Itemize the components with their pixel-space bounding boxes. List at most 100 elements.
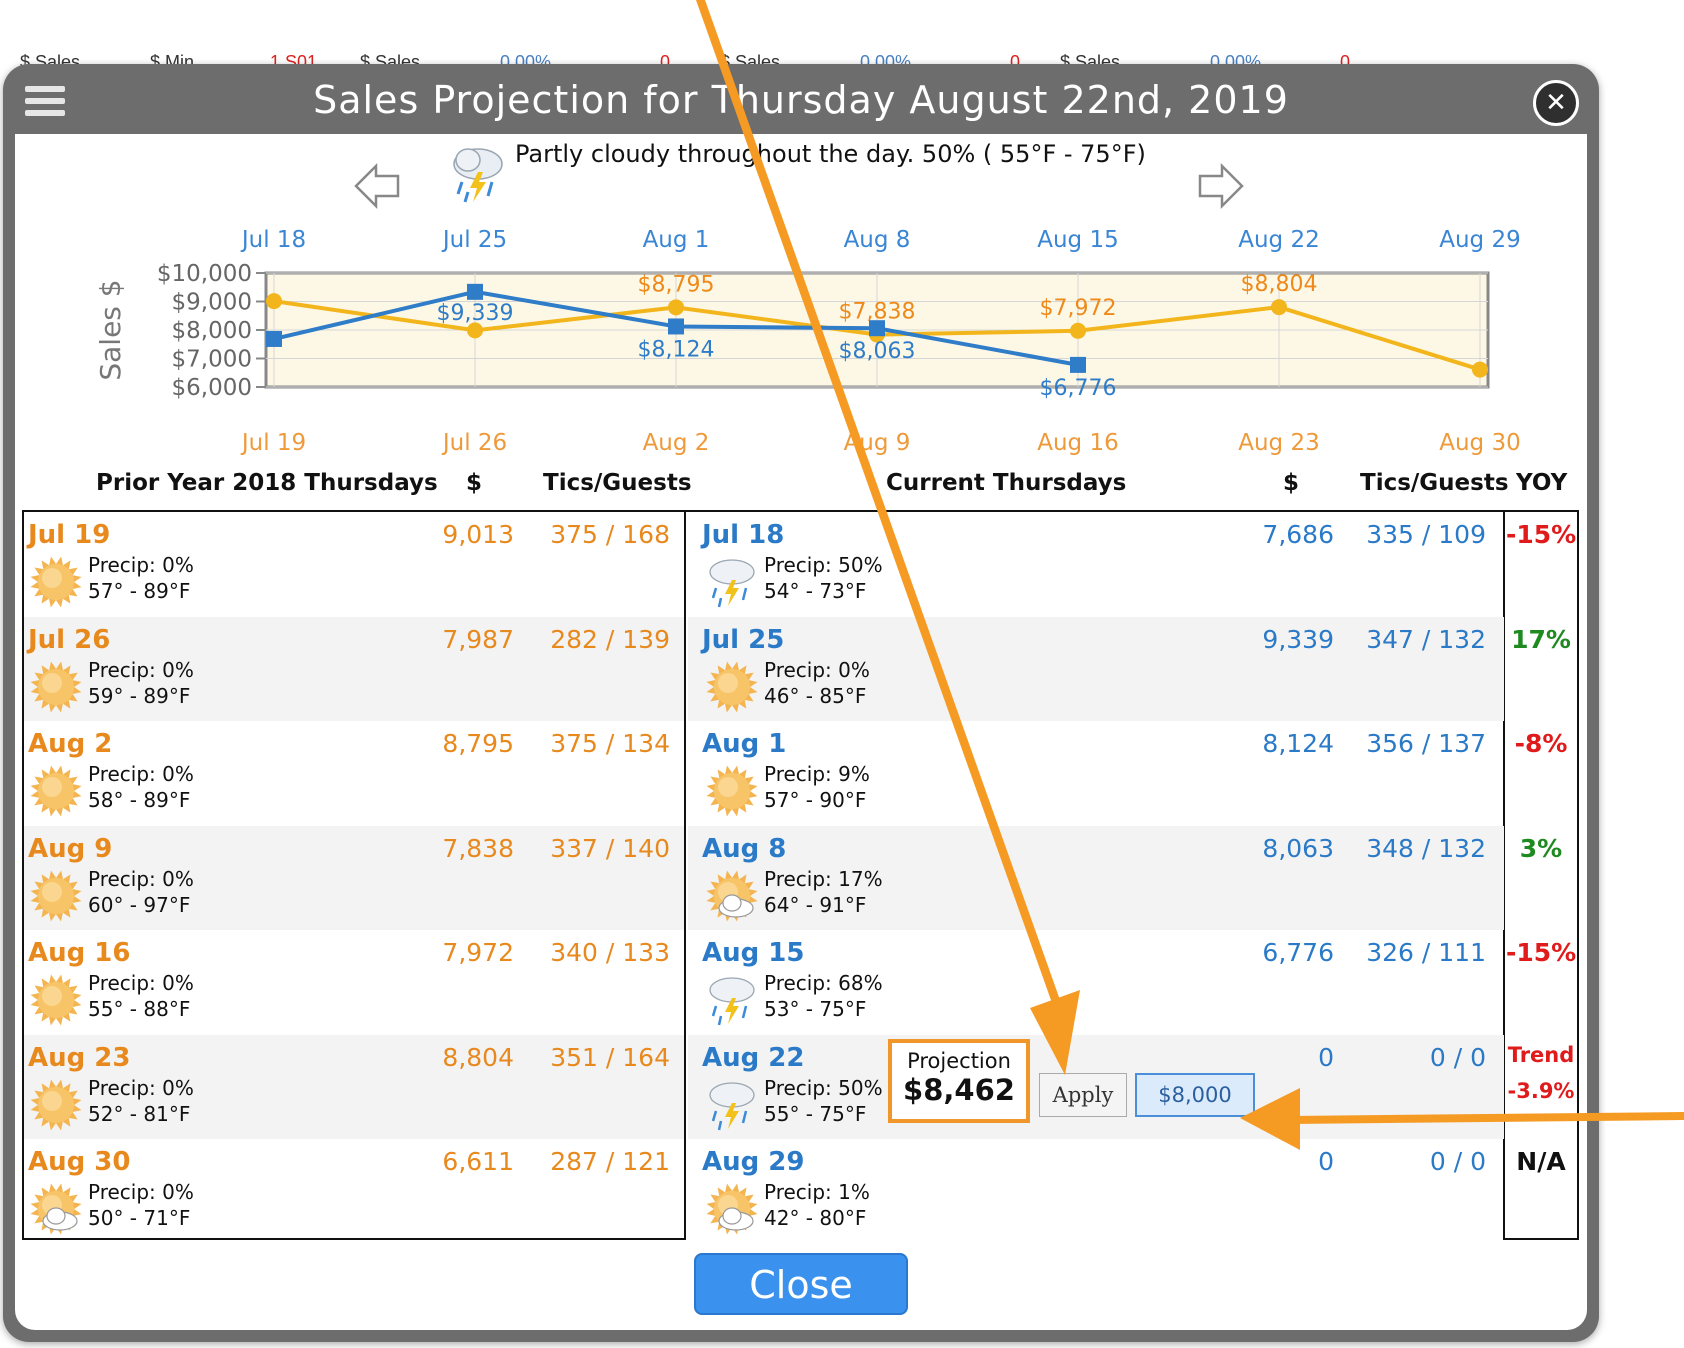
partly-cloudy-icon <box>706 869 758 922</box>
prior-row-sales: 7,838 <box>442 833 514 863</box>
projection-input[interactable]: $8,000 <box>1135 1073 1255 1117</box>
prior-table-row: Aug 2 8,795 375 / 134 Precip: 0% 58° - 89°F <box>24 721 684 826</box>
prior-row-tics: 282 / 139 <box>550 624 670 654</box>
sales-line-chart: $10,000 $9,000$8,000 $7,000$6,000 Jul 18 Jul… <box>94 227 1521 456</box>
prior-row-weather: Precip: 0% 58° - 89°F <box>88 761 194 813</box>
apply-button[interactable]: Apply <box>1039 1073 1127 1117</box>
current-row-tics: 326 / 111 <box>1366 938 1486 967</box>
prior-row-temp: 55° - 88°F <box>88 997 191 1021</box>
yoy-header: YOY <box>1516 470 1568 496</box>
prior-table-row: Jul 19 9,013 375 / 168 Precip: 0% 57° - 89°F <box>24 512 684 617</box>
prior-row-weather: Precip: 0% 59° - 89°F <box>88 657 194 709</box>
x-bottom-label: Aug 16 <box>1037 430 1119 456</box>
projection-box: Projection $8,462 <box>888 1039 1030 1123</box>
prior-row-sales: 8,795 <box>442 729 514 758</box>
yoy-value: 17% <box>1511 624 1571 654</box>
prior-row-weather: Precip: 0% 60° - 97°F <box>88 866 194 918</box>
prior-row-tics: 337 / 140 <box>550 833 670 863</box>
current-row-date: Aug 22 <box>702 1042 805 1073</box>
sun-icon <box>30 765 82 817</box>
prior-row-date: Aug 16 <box>28 938 131 968</box>
current-row-precip: Precip: 68% <box>764 971 883 995</box>
current-row-sales: 0 <box>1318 1147 1334 1176</box>
prior-year-point <box>266 293 282 310</box>
prior-dollar-header: $ <box>466 470 483 496</box>
current-row-weather: Precip: 1% 42° - 80°F <box>764 1179 870 1231</box>
prior-row-date: Aug 9 <box>28 833 113 864</box>
prior-row-sales: 8,804 <box>442 1042 514 1072</box>
prior-row-date: Jul 19 <box>28 520 111 550</box>
prior-tics-header: Tics/Guests <box>543 470 692 496</box>
prior-row-precip: Precip: 0% <box>88 1180 194 1204</box>
prior-row-temp: 59° - 89°F <box>88 683 191 708</box>
prior-row-precip: Precip: 0% <box>88 657 194 682</box>
current-table-row: Aug 29 0 0 / 0 Precip: 1% 42° - 80°F <box>688 1139 1504 1244</box>
prior-row-tics: 340 / 133 <box>550 938 670 967</box>
current-row-date: Aug 8 <box>702 833 787 864</box>
x-top-label: Jul 25 <box>441 227 507 253</box>
x-top-label: Jul 18 <box>240 227 306 253</box>
current-row-temp: 54° - 73°F <box>764 579 867 603</box>
current-dollar-header: $ <box>1283 470 1300 496</box>
current-row-sales: 0 <box>1318 1042 1334 1072</box>
close-icon[interactable]: ✕ <box>1533 80 1579 126</box>
next-week-arrow-icon[interactable] <box>1194 160 1246 212</box>
current-tics-header: Tics/Guests <box>1360 470 1509 496</box>
projection-label: Projection <box>907 1049 1011 1073</box>
partly-cloudy-icon <box>706 1183 758 1235</box>
x-top-label: Aug 22 <box>1238 227 1320 253</box>
prior-row-temp: 58° - 89°F <box>88 788 191 812</box>
current-row-weather: Precip: 68% 53° - 75°F <box>764 970 883 1022</box>
prior-row-temp: 50° - 71°F <box>88 1206 191 1230</box>
current-year-point <box>467 283 483 300</box>
sun-icon <box>30 1078 82 1131</box>
current-year-point <box>668 318 684 335</box>
current-data-label: $6,776 <box>1040 376 1117 401</box>
close-button[interactable]: Close <box>694 1253 908 1315</box>
current-table-row: Aug 15 6,776 326 / 111 Precip: 68% 53° - 75°… <box>688 930 1504 1035</box>
current-row-date: Jul 25 <box>702 624 785 655</box>
current-data-label: $8,063 <box>839 339 916 364</box>
prior-year-panel <box>22 510 686 1240</box>
hamburger-menu-icon[interactable] <box>25 86 65 120</box>
x-top-label: Aug 8 <box>844 227 911 253</box>
current-table-row: Jul 25 9,339 347 / 132 Precip: 0% 46° - 85°F <box>688 616 1504 721</box>
current-row-temp: 42° - 80°F <box>764 1206 867 1230</box>
prior-row-tics: 375 / 168 <box>550 520 670 549</box>
yoy-panel <box>1503 510 1579 1240</box>
storm-icon <box>709 559 755 608</box>
current-row-sales: 9,339 <box>1262 624 1334 654</box>
projection-value: $8,462 <box>903 1073 1015 1107</box>
modal-title: Sales Projection for Thursday August 22n… <box>313 78 1289 122</box>
prior-year-header: Prior Year 2018 Thursdays <box>96 470 438 496</box>
current-table-row: Jul 18 7,686 335 / 109 Precip: 50% 54° - 73°… <box>688 512 1504 617</box>
previous-week-arrow-icon[interactable] <box>352 160 404 212</box>
current-row-precip: Precip: 0% <box>764 657 870 682</box>
x-bottom-label: Jul 19 <box>240 430 306 456</box>
current-row-precip: Precip: 17% <box>764 866 883 891</box>
current-year-point <box>1070 356 1086 373</box>
yoy-value: -15% <box>1506 520 1577 549</box>
current-row-precip: Precip: 9% <box>764 762 870 786</box>
yoy-trend-value: -3.9% <box>1507 1078 1575 1103</box>
current-row-weather: Precip: 0% 46° - 85°F <box>764 657 870 709</box>
current-panel <box>684 510 1506 1240</box>
bg-fragment: 0 <box>1340 52 1351 72</box>
x-bottom-label: Aug 9 <box>844 430 911 456</box>
partly-cloudy-icon <box>30 1183 82 1235</box>
prior-row-weather: Precip: 0% 52° - 81°F <box>88 1075 194 1127</box>
sun-icon <box>30 869 82 922</box>
yoy-value: N/A <box>1516 1147 1566 1176</box>
current-row-sales: 8,124 <box>1262 729 1334 758</box>
y-tick-label: $9,000 <box>172 290 252 316</box>
prior-row-sales: 7,987 <box>442 624 514 654</box>
current-row-precip: Precip: 1% <box>764 1180 870 1204</box>
prior-row-tics: 351 / 164 <box>550 1042 670 1072</box>
x-bottom-label: Aug 30 <box>1439 430 1521 456</box>
y-tick-label: $8,000 <box>172 318 252 344</box>
prior-table-row: Aug 30 6,611 287 / 121 Precip: 0% 50° - 71°F <box>24 1139 684 1244</box>
current-row-date: Aug 1 <box>702 729 787 759</box>
prior-year-point <box>668 299 684 316</box>
sun-icon <box>30 974 82 1026</box>
current-row-sales: 6,776 <box>1262 938 1334 967</box>
